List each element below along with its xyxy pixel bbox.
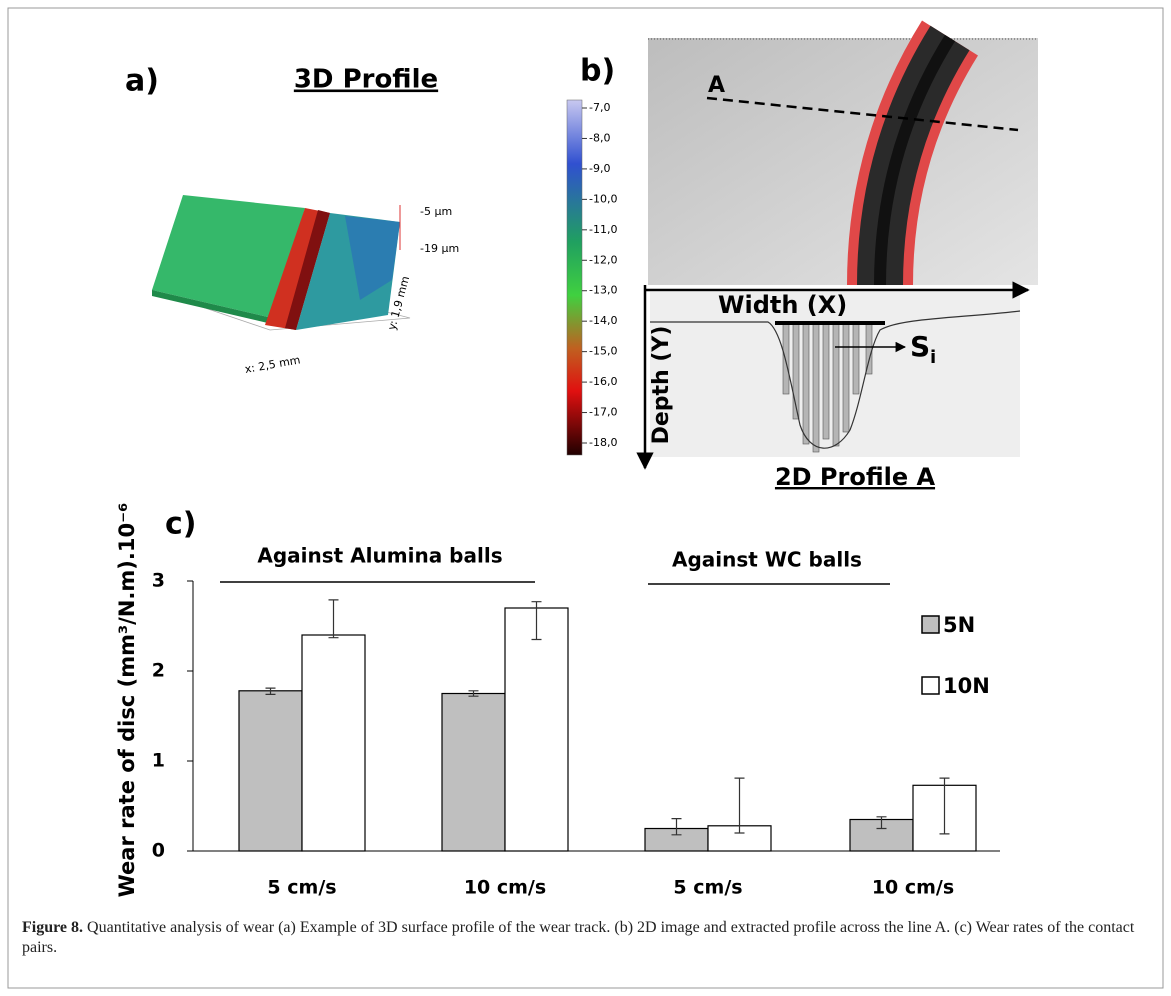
x-axis-label: Width (X) <box>718 291 847 319</box>
error-bar <box>734 777 745 834</box>
segment-subscript: i <box>930 347 936 368</box>
legend-swatch <box>921 676 940 695</box>
x-tick-label: 10 cm/s <box>464 877 546 899</box>
figure-frame <box>7 7 1164 989</box>
profile-title: 2D Profile A <box>775 463 936 491</box>
track-image <box>648 20 1038 286</box>
colorbar-tick-label: -15,0 <box>589 345 617 358</box>
colorbar-tick-label: -17,0 <box>589 406 617 419</box>
bar <box>238 690 303 852</box>
colorbar-ticks: -7,0 -8,0 -9,0 -10,0 -11,0 -12,0 -13,0 -14,0 -15… <box>582 101 617 449</box>
colorbar-tick-label: -14,0 <box>589 314 617 327</box>
colorbar-tick-label: -8,0 <box>589 131 610 144</box>
y-axis-title: Wear rate of disc (mm³/N.m).10⁻⁶ <box>115 503 139 898</box>
x-size-label: x: 2,5 mm <box>244 353 302 376</box>
colorbar-tick-label: -18,0 <box>589 436 617 449</box>
panel-title: 3D Profile <box>294 65 438 95</box>
caption: Figure 8. Quantitative analysis of wear … <box>22 918 1142 958</box>
y-tick-label: 2 <box>152 660 165 682</box>
error-bar <box>468 690 479 697</box>
group-label: Against Alumina balls <box>257 544 502 568</box>
error-bar <box>265 687 276 695</box>
line-label: A <box>708 73 725 98</box>
x-tick-label: 5 cm/s <box>673 877 742 899</box>
colorbar-tick-label: -10,0 <box>589 192 617 205</box>
error-bar <box>939 777 950 835</box>
error-bar <box>876 816 887 830</box>
bar-chart: 0 1 2 3 5 cm/s 10 cm/s 5 cm/s 10 cm/s 5N 10N <box>152 570 1000 899</box>
error-bar <box>531 601 542 641</box>
colorbar-tick-label: -11,0 <box>589 223 617 236</box>
colorbar-tick-label: -9,0 <box>589 162 610 175</box>
caption-text: Quantitative analysis of wear (a) Exampl… <box>22 919 1135 956</box>
caption-label: Figure 8. <box>22 919 84 936</box>
group-label: Against WC balls <box>672 548 862 572</box>
panel-label: a) <box>125 64 159 99</box>
scale-label: -19 µm <box>420 242 459 255</box>
colorbar-tick-label: -13,0 <box>589 284 617 297</box>
colorbar-tick-label: -7,0 <box>589 101 610 114</box>
legend-label: 5N <box>943 613 975 637</box>
y-axis-label: Depth (Y) <box>649 326 674 445</box>
colorbar-tick-label: -16,0 <box>589 375 617 388</box>
surface-3d <box>151 195 411 331</box>
legend-swatch <box>921 615 940 634</box>
bar <box>504 607 569 852</box>
panel-label: c) <box>165 507 197 542</box>
y-tick-label: 0 <box>152 840 165 862</box>
error-bar <box>328 599 339 639</box>
colorbar-tick-label: -12,0 <box>589 253 617 266</box>
colorbar <box>566 99 583 456</box>
scale-label: -5 µm <box>420 205 452 218</box>
bar <box>301 634 366 852</box>
panel-label: b) <box>580 54 615 89</box>
segment-label: S <box>910 330 930 363</box>
y-tick-label: 3 <box>152 570 165 592</box>
profile-plot <box>636 281 1030 470</box>
x-tick-label: 5 cm/s <box>267 877 336 899</box>
x-tick-label: 10 cm/s <box>872 877 954 899</box>
y-tick-label: 1 <box>152 750 165 772</box>
bar <box>441 692 506 852</box>
legend-label: 10N <box>943 674 990 698</box>
error-bar <box>671 818 682 836</box>
